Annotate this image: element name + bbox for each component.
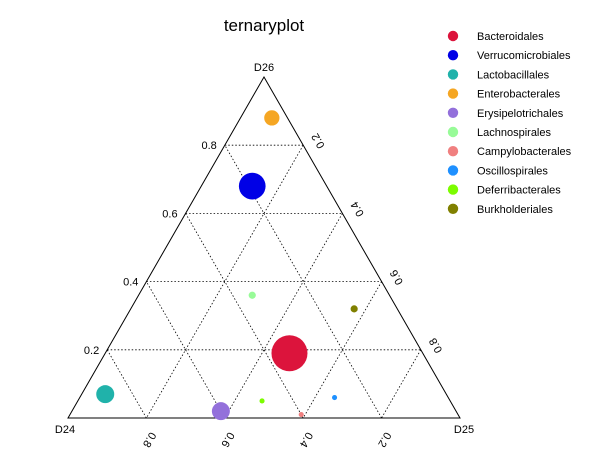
tick-label-d25: 0.4 [349, 199, 367, 218]
grid-line-d25 [224, 213, 343, 419]
tick-label-d26: 0.2 [84, 345, 99, 357]
legend-label-lachnospirales: Lachnospirales [477, 127, 551, 139]
legend-label-lactobacillales: Lactobacillales [477, 69, 550, 81]
legend-label-verrucomicrobiales: Verrucomicrobiales [477, 50, 571, 62]
point-oscillospirales [332, 394, 338, 401]
legend-label-campylobacterales: Campylobacterales [477, 146, 572, 158]
tick-label-d24: 0.8 [140, 430, 158, 449]
grid-line-d25 [381, 349, 422, 419]
legend-marker-deferribacterales [447, 184, 459, 195]
triangle-frame [67, 75, 461, 419]
tick-label-d26: 0.8 [202, 140, 217, 152]
tick-label-d24: 0.2 [375, 430, 393, 449]
grid-line-d24 [185, 213, 304, 419]
vertex-label-d26: D26 [254, 62, 274, 74]
grid-line-d24 [106, 349, 147, 419]
legend-marker-campylobacterales [447, 146, 459, 157]
vertex-label-d24: D24 [55, 424, 75, 436]
legend-label-bacteroidales: Bacteroidales [477, 31, 544, 43]
legend-marker-lactobacillales [447, 69, 459, 80]
point-campylobacterales [298, 412, 304, 418]
legend-marker-verrucomicrobiales [447, 50, 459, 61]
legend-marker-bacteroidales [447, 30, 459, 42]
legend-marker-oscillospirales [447, 165, 459, 176]
tick-label-d26: 0.4 [123, 277, 138, 289]
legend-label-enterobacterales: Enterobacterales [477, 89, 561, 101]
tick-label-d25: 0.8 [427, 336, 445, 355]
point-bacteroidales [271, 335, 308, 372]
tick-label-d25: 0.2 [310, 131, 328, 150]
legend-marker-burkholderiales [447, 203, 459, 214]
chart-title: ternaryplot [224, 16, 305, 35]
tick-label-d26: 0.6 [162, 208, 177, 220]
point-enterobacterales [264, 110, 280, 126]
legend-label-burkholderiales: Burkholderiales [477, 204, 553, 216]
point-burkholderiales [350, 305, 358, 313]
legend-label-deferribacterales: Deferribacterales [477, 185, 561, 197]
legend-marker-enterobacterales [447, 88, 459, 99]
tick-label-d24: 0.4 [297, 430, 315, 449]
legend: Bacteroidales Verrucomicrobiales Lactobaci… [447, 30, 572, 216]
point-lachnospirales [248, 291, 256, 299]
legend-marker-lachnospirales [447, 126, 459, 138]
tick-label-d24: 0.6 [218, 430, 236, 449]
legend-label-erysipelotrichales: Erysipelotrichales [477, 108, 564, 120]
point-verrucomicrobiales [238, 172, 266, 200]
legend-marker-erysipelotrichales [447, 107, 459, 119]
data-points [96, 110, 358, 421]
legend-label-oscillospirales: Oscillospirales [477, 165, 548, 177]
tick-label-d25: 0.6 [388, 267, 406, 286]
grid-lines [106, 144, 422, 419]
point-deferribacterales [259, 398, 265, 404]
vertex-label-d25: D25 [454, 424, 474, 436]
point-lactobacillales [96, 385, 115, 404]
point-erysipelotrichales [211, 402, 230, 421]
